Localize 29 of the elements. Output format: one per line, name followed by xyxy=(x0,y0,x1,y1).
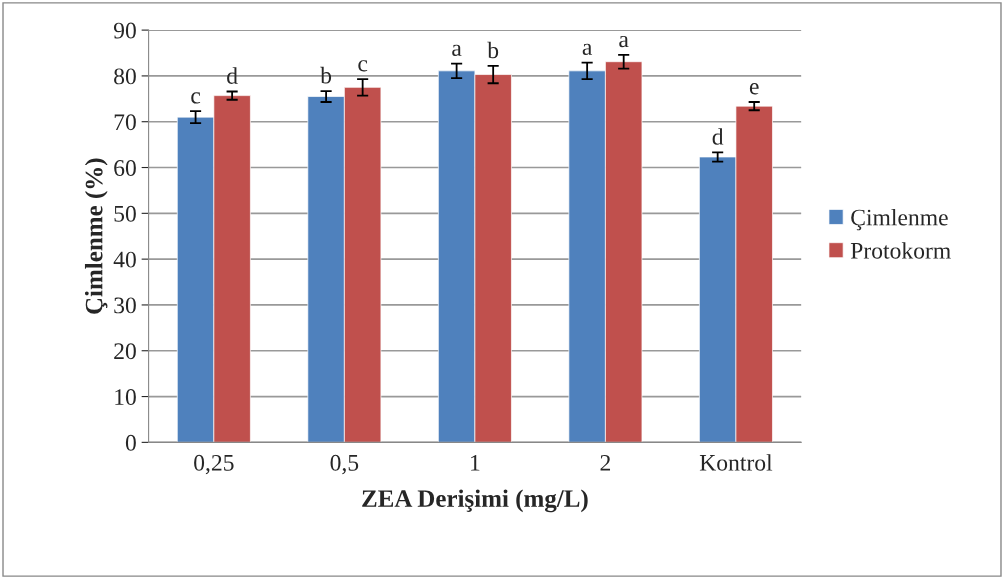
annotation: a xyxy=(619,35,629,48)
x-tick-label: 0,25 xyxy=(194,454,234,475)
annotation: d xyxy=(712,128,724,145)
y-tick-label: 50 xyxy=(114,205,136,222)
annotation: e xyxy=(749,83,759,95)
y-tick-label: 20 xyxy=(114,343,136,360)
y-tick-label: 80 xyxy=(114,68,136,85)
annotation: a xyxy=(582,43,593,56)
annotation: c xyxy=(191,92,201,104)
y-tick-label: 0 xyxy=(125,434,136,451)
y-tick-label: 90 xyxy=(113,22,136,39)
legend-label: Protokorm xyxy=(850,242,951,259)
y-tick-label: 60 xyxy=(114,160,136,176)
y-axis-title: Çimlenme (%) xyxy=(84,158,108,314)
x-axis-title: ZEA Derişimi (mg/L) xyxy=(362,489,588,513)
y-tick-label: 10 xyxy=(115,389,136,405)
annotation: d xyxy=(227,67,238,84)
annotation: c xyxy=(358,60,368,72)
annotation: b xyxy=(487,41,499,59)
annotation: a xyxy=(452,44,462,56)
x-tick-label: Kontrol xyxy=(699,454,773,471)
legend-label: Çimlenme xyxy=(851,208,948,231)
y-tick-label: 70 xyxy=(114,114,136,131)
x-tick-label: 1 xyxy=(471,454,480,471)
x-tick-label: 2 xyxy=(600,454,611,471)
y-tick-label: 30 xyxy=(114,297,136,314)
x-tick-label: 0,5 xyxy=(330,454,359,475)
annotation: b xyxy=(320,66,332,84)
y-tick-label: 40 xyxy=(113,251,136,268)
